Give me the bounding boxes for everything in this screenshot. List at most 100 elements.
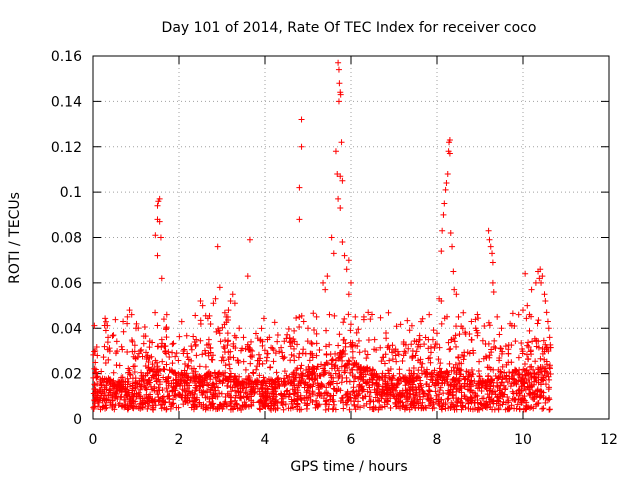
data-point (526, 311, 533, 318)
data-point (438, 396, 445, 403)
data-point (283, 388, 290, 395)
data-point (103, 382, 110, 389)
data-point (221, 321, 228, 328)
data-point (526, 386, 533, 393)
data-point (519, 350, 526, 357)
data-point (273, 369, 280, 376)
data-point (489, 279, 496, 286)
data-point (525, 376, 532, 383)
data-point (255, 351, 262, 358)
data-point (160, 374, 167, 381)
data-point (358, 383, 365, 390)
data-point (355, 391, 362, 398)
data-point (427, 343, 434, 350)
data-point (348, 279, 354, 286)
data-point (218, 390, 225, 397)
data-points (90, 59, 554, 413)
data-point (92, 366, 99, 373)
data-point (196, 363, 203, 370)
data-point (442, 186, 449, 193)
data-point (105, 334, 112, 341)
data-point (381, 374, 388, 381)
data-point (485, 319, 492, 326)
data-point (511, 396, 518, 403)
data-point (304, 381, 311, 388)
data-point (438, 406, 445, 413)
data-point (511, 322, 518, 329)
data-point (444, 396, 451, 403)
data-point (224, 382, 231, 389)
data-point (179, 392, 186, 399)
data-point (447, 404, 454, 411)
data-point (489, 406, 496, 413)
data-point (268, 390, 275, 397)
data-point (490, 397, 497, 404)
data-point (163, 378, 170, 385)
data-point (110, 332, 117, 339)
data-point (164, 377, 171, 384)
data-point (350, 378, 357, 385)
data-point (154, 363, 161, 370)
data-point (297, 365, 304, 372)
data-point (461, 382, 468, 389)
data-point (359, 386, 366, 393)
data-point (323, 384, 330, 391)
data-point (216, 330, 223, 337)
data-point (287, 343, 294, 350)
data-point (291, 327, 298, 334)
data-point (410, 364, 417, 371)
x-tick-labels: 0 2 4 6 8 10 12 (89, 432, 618, 448)
data-point (118, 343, 125, 350)
data-point (337, 205, 344, 212)
data-point (181, 378, 188, 385)
data-point (249, 347, 256, 354)
data-point (418, 405, 425, 412)
data-point (245, 381, 252, 388)
data-point (430, 327, 437, 334)
data-point (491, 343, 497, 350)
data-point (525, 339, 532, 346)
data-point (542, 365, 549, 372)
data-point (92, 347, 99, 354)
data-point (248, 353, 255, 360)
data-point (511, 376, 518, 383)
data-point (94, 373, 101, 380)
data-point (280, 398, 287, 405)
data-point (230, 406, 237, 413)
data-point (518, 396, 525, 403)
data-point (453, 377, 460, 384)
data-point (102, 318, 109, 325)
data-point (91, 322, 98, 329)
data-point (460, 356, 467, 363)
data-point (178, 318, 185, 325)
data-point (362, 379, 369, 386)
data-point (188, 346, 195, 353)
data-point (534, 364, 541, 371)
data-point (279, 349, 286, 356)
data-point (459, 404, 466, 411)
data-point (341, 252, 348, 259)
data-point (523, 315, 530, 322)
data-point (437, 368, 444, 375)
data-point (266, 334, 273, 341)
data-point (313, 313, 320, 320)
data-point (226, 361, 233, 368)
data-point (407, 384, 414, 391)
data-point (539, 364, 546, 371)
data-point (303, 367, 310, 374)
data-point (534, 387, 541, 394)
data-point (516, 406, 523, 413)
data-point (486, 352, 493, 359)
data-point (141, 323, 148, 330)
data-point (170, 377, 177, 384)
data-point (434, 341, 440, 348)
data-point (355, 337, 362, 344)
data-point (497, 392, 504, 399)
data-point (518, 340, 525, 347)
x-tick-label: 10 (514, 432, 532, 448)
data-point (213, 328, 220, 335)
data-point (314, 392, 321, 399)
data-point (507, 383, 514, 390)
data-point (547, 344, 554, 351)
y-tick-label: 0 (73, 412, 82, 428)
